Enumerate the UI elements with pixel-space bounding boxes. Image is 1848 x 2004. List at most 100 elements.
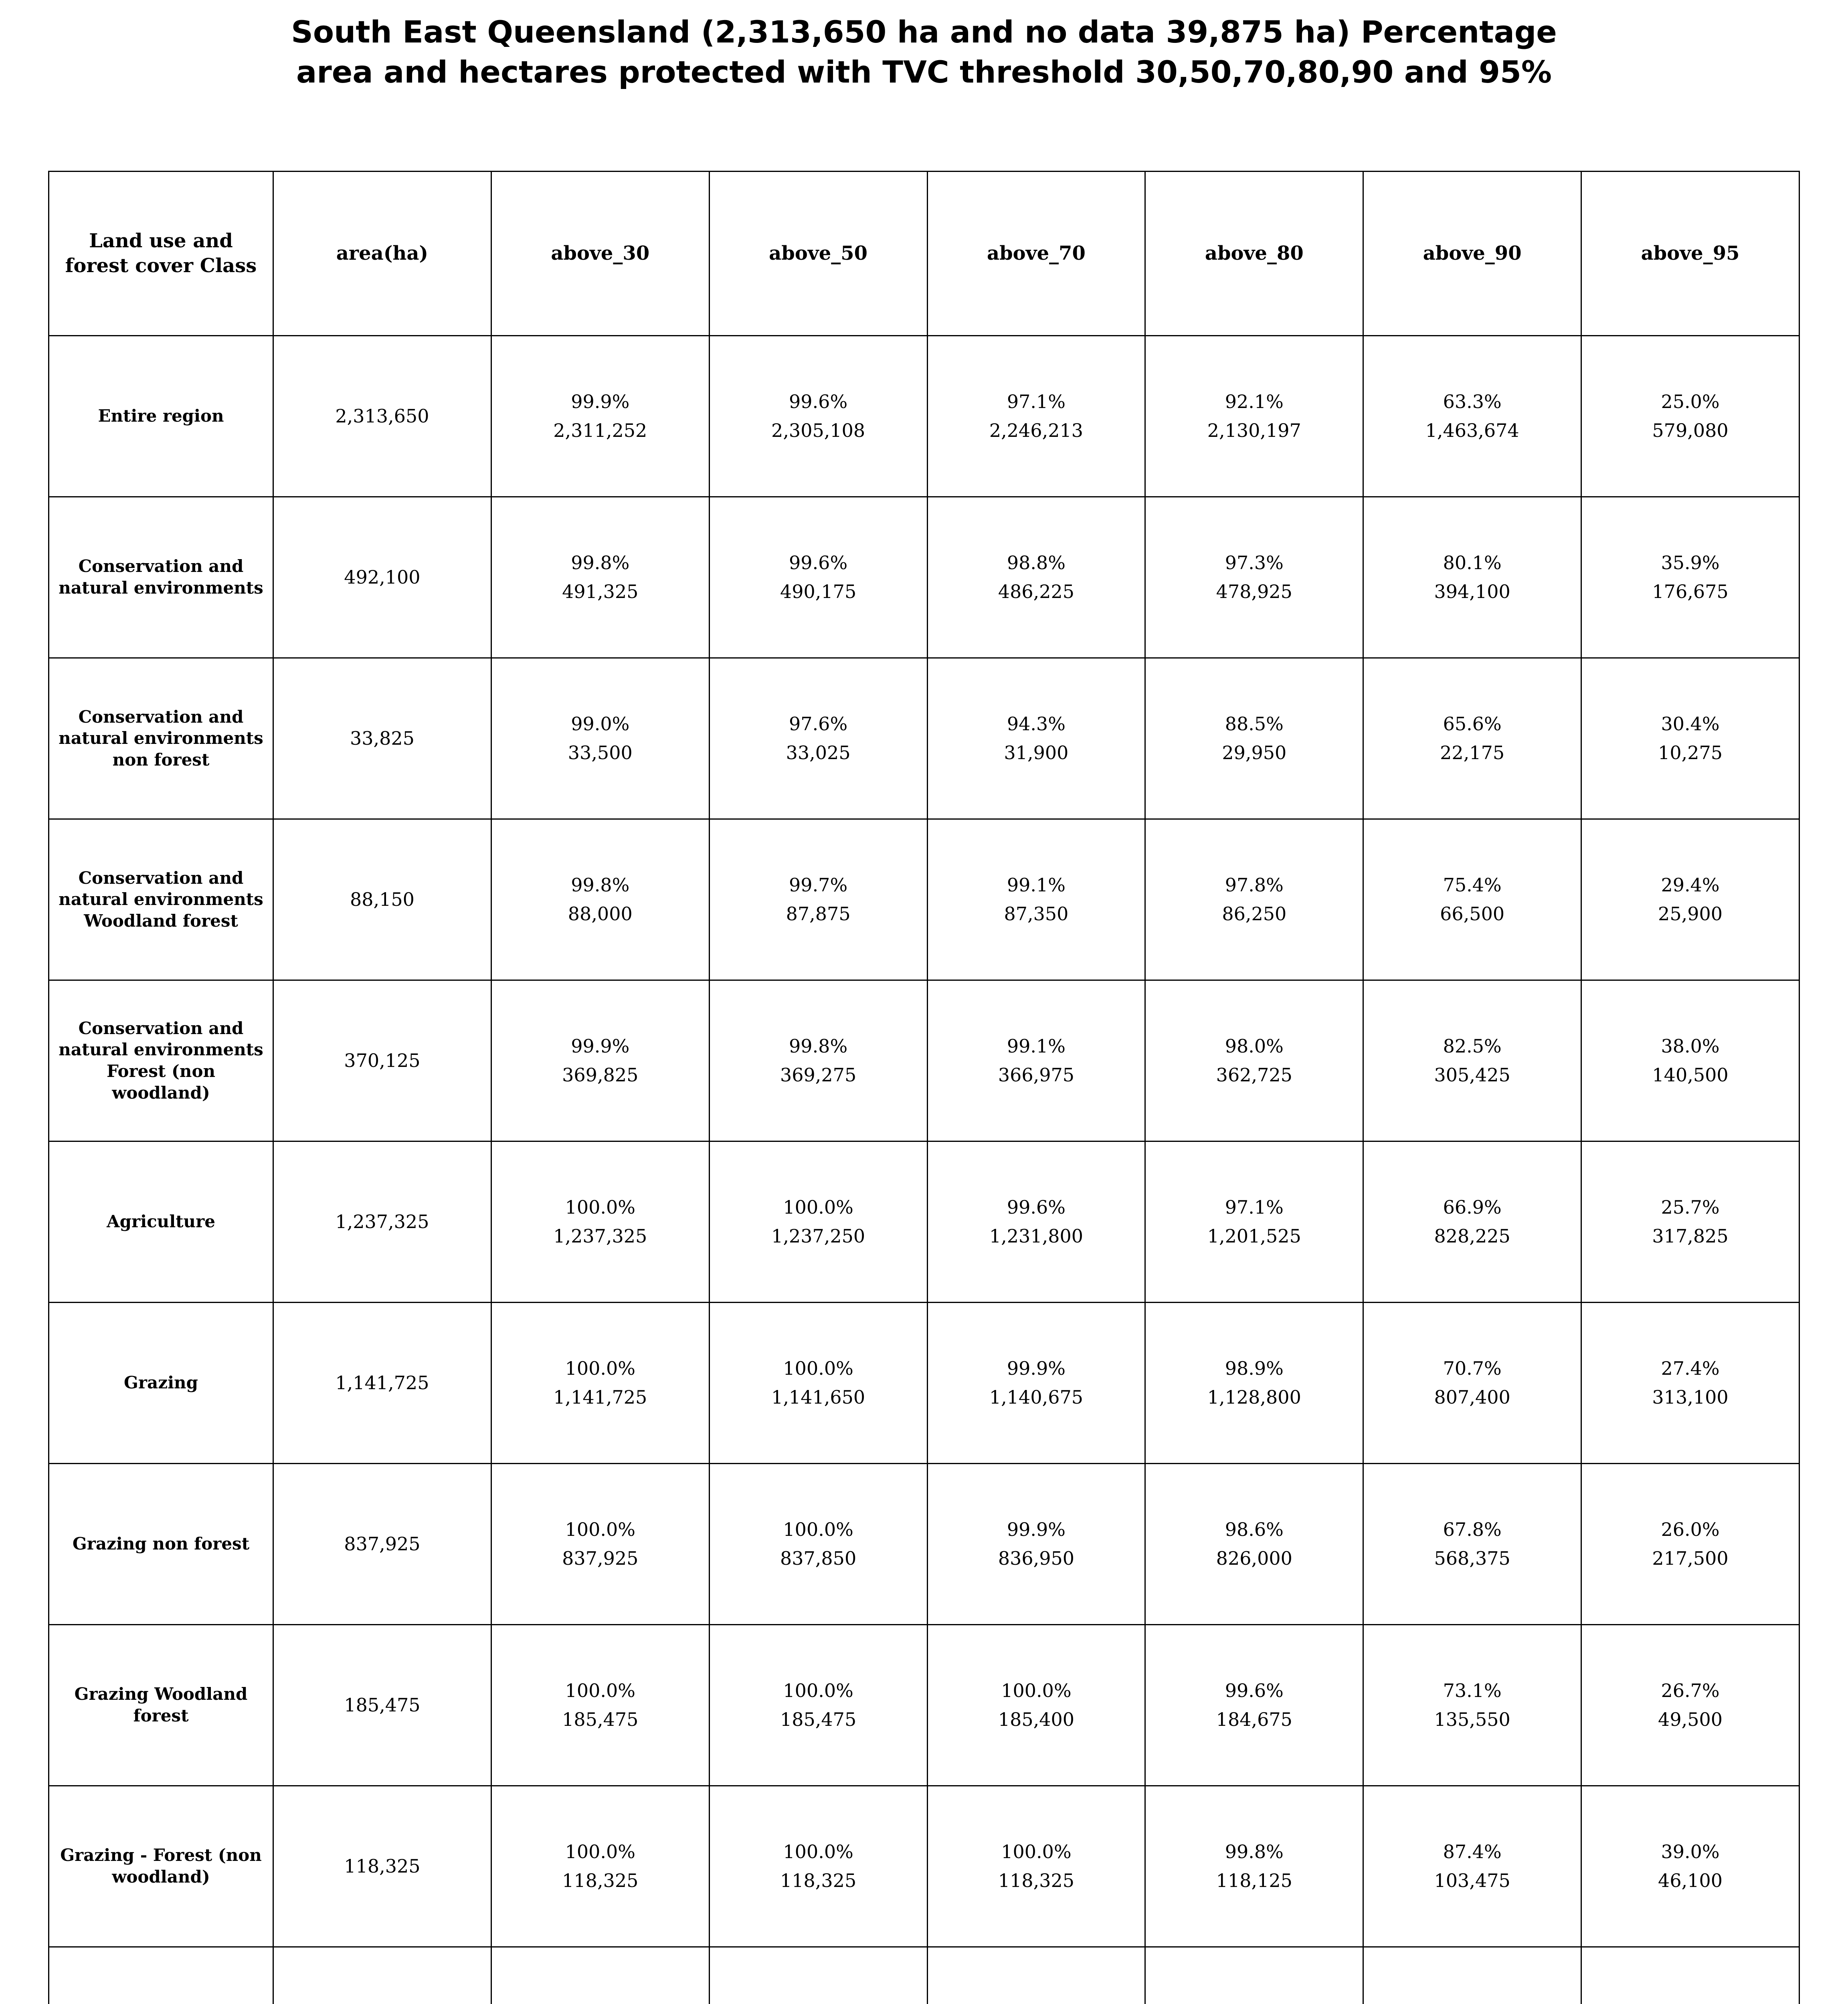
threshold-cell: 63.3% 1,463,674 [1363, 335, 1582, 497]
percent-value: 100.0% [783, 1841, 853, 1863]
hectares-value: 118,325 [562, 1870, 639, 1892]
threshold-cell: 74.3%51,675 [1144, 1946, 1364, 2004]
percent-value: 99.6% [1007, 1196, 1066, 1218]
hectares-value: 185,475 [562, 1709, 639, 1731]
hectares-value: 486,225 [998, 581, 1075, 603]
threshold-cell: 99.6% 1,231,800 [926, 1140, 1146, 1303]
col-header-above-50: above_50 [708, 170, 928, 336]
table-row: Conservation and natural environments 492… [48, 496, 1800, 659]
row-label: Grazing [48, 1301, 274, 1464]
hectares-value: 828,225 [1434, 1225, 1510, 1247]
percent-value: 100.0% [783, 1519, 853, 1541]
percent-value: 99.1% [1007, 874, 1066, 896]
threshold-cell: 99.9% 2,311,252 [490, 335, 710, 497]
table-row: Entire region 2,313,650 99.9% 2,311,252 99.6… [48, 335, 1800, 497]
threshold-cell: 100.0% 118,325 [708, 1785, 928, 1947]
hectares-value: 140,500 [1652, 1064, 1729, 1086]
hectares-value: 118,325 [780, 1870, 857, 1892]
row-label: Conservation and natural environments no… [48, 657, 274, 820]
hectares-value: 66,500 [1440, 903, 1505, 925]
hectares-value: 1,237,250 [771, 1225, 865, 1247]
threshold-cell: 4.1%2,825 [1581, 1946, 1800, 2004]
percent-value: 100.0% [565, 1841, 635, 1863]
threshold-cell: 80.1% 394,100 [1363, 496, 1582, 659]
percent-value: 20.3% [1369, 2002, 1575, 2004]
area-value: 1,141,725 [273, 1301, 492, 1464]
percent-value: 73.1% [1443, 1680, 1502, 1702]
hectares-value: 176,675 [1652, 581, 1729, 603]
hectares-value: 86,250 [1222, 903, 1287, 925]
area-value: 185,475 [273, 1624, 492, 1786]
threshold-cell: 99.9% 1,140,675 [926, 1301, 1146, 1464]
col-header-above-95: above_95 [1581, 170, 1800, 336]
percent-value: 99.9% [1007, 1519, 1066, 1541]
threshold-cell: 73.1% 135,550 [1363, 1624, 1582, 1786]
hectares-value: 1,128,800 [1207, 1386, 1301, 1408]
hectares-value: 366,975 [998, 1064, 1075, 1086]
threshold-cell: 100.0% 837,925 [490, 1463, 710, 1625]
threshold-cell: 99.8% 369,275 [708, 979, 928, 1142]
percent-value: 74.3% [1151, 2002, 1357, 2004]
area-value: 370,125 [273, 979, 492, 1142]
threshold-cell: 94.8%65,950 [926, 1946, 1146, 2004]
threshold-cell: 97.6% 33,025 [708, 657, 928, 820]
col-header-above-90: above_90 [1363, 170, 1582, 336]
hectares-value: 313,100 [1652, 1386, 1729, 1408]
hectares-value: 369,825 [562, 1064, 639, 1086]
threshold-cell: 100.0% 185,475 [708, 1624, 928, 1786]
area-value: 69,550 [273, 1946, 492, 2004]
hectares-value: 1,463,674 [1425, 420, 1519, 442]
percent-value: 92.1% [1225, 391, 1284, 413]
percent-value: 87.4% [1443, 1841, 1502, 1863]
table-row: Irrigation69,550100.0%69,550100.0%69,550… [48, 1946, 1800, 2004]
hectares-value: 29,950 [1222, 742, 1287, 764]
threshold-cell: 29.4% 25,900 [1581, 818, 1800, 981]
threshold-cell: 20.3%14,100 [1363, 1946, 1582, 2004]
percent-value: 100.0% [565, 1358, 635, 1380]
threshold-cell: 99.6% 184,675 [1144, 1624, 1364, 1786]
col-header-above-80: above_80 [1144, 170, 1364, 336]
percent-value: 100.0% [565, 1196, 635, 1218]
percent-value: 99.1% [1007, 1035, 1066, 1057]
percent-value: 29.4% [1661, 874, 1720, 896]
percent-value: 67.8% [1443, 1519, 1502, 1541]
percent-value: 100.0% [565, 1519, 635, 1541]
hectares-value: 568,375 [1434, 1547, 1510, 1570]
hectares-value: 25,900 [1658, 903, 1723, 925]
percent-value: 99.8% [571, 552, 630, 574]
threshold-cell: 100.0% 837,850 [708, 1463, 928, 1625]
table-row: Conservation and natural environments Fo… [48, 979, 1800, 1142]
percent-value: 97.6% [789, 713, 848, 735]
percent-value: 97.3% [1225, 552, 1284, 574]
percent-value: 82.5% [1443, 1035, 1502, 1057]
row-label: Conservation and natural environments Wo… [48, 818, 274, 981]
percent-value: 99.6% [789, 391, 848, 413]
table-row: Grazing Woodland forest 185,475 100.0% 185,… [48, 1624, 1800, 1786]
percent-value: 100.0% [783, 1196, 853, 1218]
threshold-cell: 67.8% 568,375 [1363, 1463, 1582, 1625]
hectares-value: 317,825 [1652, 1225, 1729, 1247]
threshold-cell: 27.4% 313,100 [1581, 1301, 1800, 1464]
hectares-value: 2,305,108 [771, 420, 865, 442]
threshold-cell: 100.0% 1,141,650 [708, 1301, 928, 1464]
hectares-value: 837,925 [562, 1547, 639, 1570]
percent-value: 26.0% [1661, 1519, 1720, 1541]
hectares-value: 33,500 [568, 742, 633, 764]
percent-value: 70.7% [1443, 1358, 1502, 1380]
percent-value: 97.1% [1007, 391, 1066, 413]
hectares-value: 2,246,213 [989, 420, 1084, 442]
hectares-value: 1,141,650 [771, 1386, 865, 1408]
row-label: Entire region [48, 335, 274, 497]
percent-value: 99.9% [1007, 1358, 1066, 1380]
data-table: Land use and forest cover Class area(ha)… [48, 170, 1800, 2004]
table-row: Grazing - Forest (non woodland) 118,325 10… [48, 1785, 1800, 1947]
hectares-value: 836,950 [998, 1547, 1075, 1570]
threshold-cell: 99.1% 87,350 [926, 818, 1146, 981]
row-label: Grazing non forest [48, 1463, 274, 1625]
percent-value: 98.6% [1225, 1519, 1284, 1541]
col-header-class: Land use and forest cover Class [48, 170, 274, 336]
table-row: Grazing non forest 837,925 100.0% 837,925 10… [48, 1463, 1800, 1625]
percent-value: 26.7% [1661, 1680, 1720, 1702]
hectares-value: 103,475 [1434, 1870, 1510, 1892]
percent-value: 100.0% [783, 1358, 853, 1380]
